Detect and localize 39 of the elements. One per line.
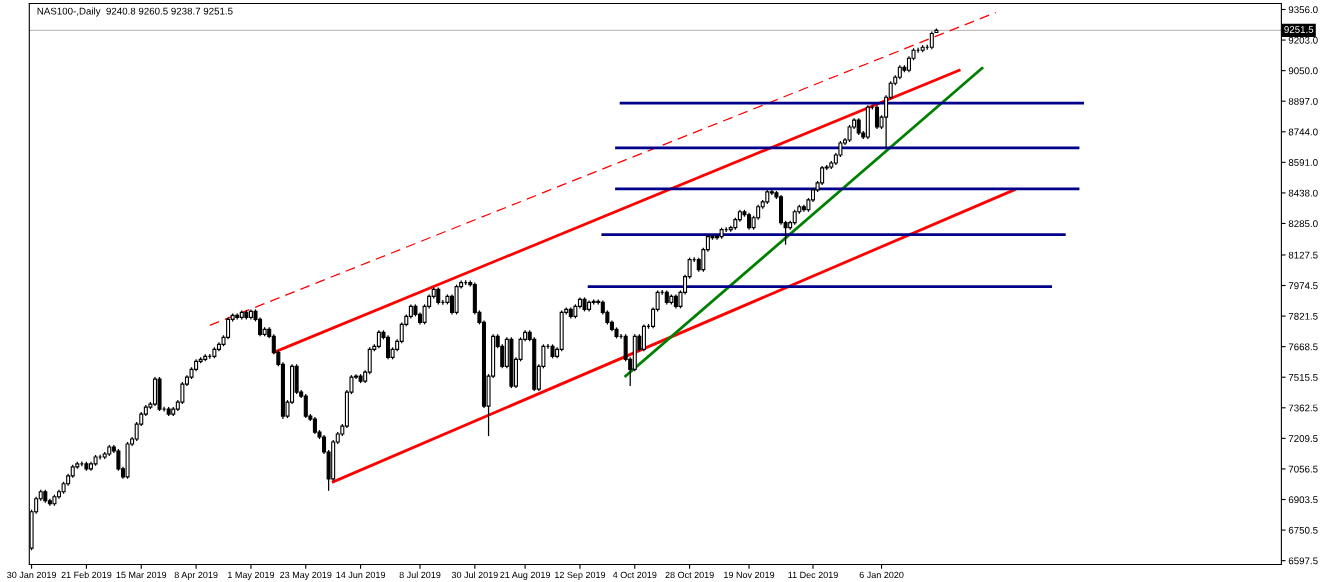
x-tick-label: 15 Mar 2019 <box>116 571 167 579</box>
y-tick-label: 9203.0 <box>1288 36 1318 44</box>
x-tick-label: 21 Aug 2019 <box>500 571 551 580</box>
x-tick-label: 21 Feb 2019 <box>61 571 112 579</box>
x-tick-label: 11 Dec 2019 <box>788 571 838 579</box>
x-tick-label: 28 Oct 2019 <box>665 571 714 579</box>
x-tick-label: 6 Jan 2020 <box>859 571 904 579</box>
y-tick-label: 8438.0 <box>1288 189 1318 197</box>
y-tick-label: 7668.5 <box>1288 343 1318 351</box>
y-tick-label: 8744.0 <box>1288 128 1318 136</box>
chart-title: NAS100-,Daily 9240.8 9260.5 9238.7 9251.5 <box>37 7 233 17</box>
x-tick-label: 12 Sep 2019 <box>555 571 606 580</box>
y-tick-label: 7974.5 <box>1288 282 1318 290</box>
y-tick-label: 6750.5 <box>1288 526 1318 534</box>
x-tick-label: 19 Nov 2019 <box>724 571 775 579</box>
y-tick-label: 9050.0 <box>1288 67 1318 75</box>
x-tick-label: 8 Jul 2019 <box>399 571 441 579</box>
x-tick-label: 4 Oct 2019 <box>612 571 657 579</box>
y-tick-label: 7056.5 <box>1288 465 1318 473</box>
y-tick-label: 7821.5 <box>1288 312 1318 320</box>
y-tick-label: 7209.5 <box>1288 435 1318 442</box>
y-tick-label: 7515.5 <box>1288 374 1318 381</box>
y-tick-label: 7362.5 <box>1288 404 1318 412</box>
x-tick-label: 30 Jul 2019 <box>451 571 498 579</box>
y-tick-label: 8591.0 <box>1288 159 1318 166</box>
y-tick-label: 8897.0 <box>1288 97 1318 105</box>
x-tick-label: 23 May 2019 <box>280 571 332 580</box>
x-tick-label: 14 Jun 2019 <box>336 571 386 579</box>
y-tick-label: 8285.0 <box>1288 220 1318 228</box>
x-tick-label: 30 Jan 2019 <box>7 571 57 579</box>
x-tick-label: 8 Apr 2019 <box>174 571 218 580</box>
y-tick-label: 9356.0 <box>1288 6 1318 14</box>
y-tick-label: 6597.5 <box>1288 557 1318 565</box>
y-tick-label: 8127.5 <box>1288 251 1318 259</box>
candlestick <box>641 323 646 352</box>
candlestick <box>303 393 308 419</box>
x-tick-label: 1 May 2019 <box>228 571 275 580</box>
y-tick-label: 6903.5 <box>1288 496 1318 504</box>
ref-line-label: 9251.5 <box>1284 26 1314 33</box>
